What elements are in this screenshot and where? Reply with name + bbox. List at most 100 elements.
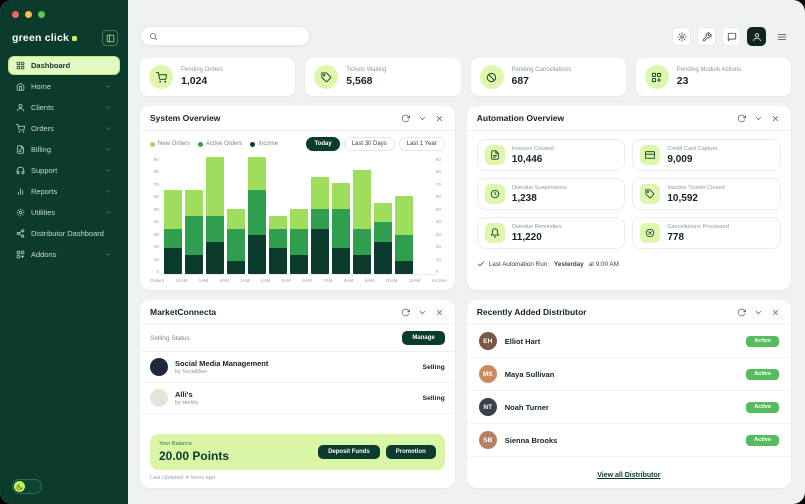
- distributor-row-noah-turner[interactable]: NT Noah Turner Active: [466, 391, 791, 424]
- messages-button[interactable]: [722, 27, 741, 46]
- settings-button[interactable]: [672, 27, 691, 46]
- brand-logo: green click: [12, 32, 78, 44]
- card-title: MarketConnecta: [150, 307, 217, 317]
- window-zoom-button[interactable]: [38, 11, 45, 18]
- legend-dot: [250, 141, 256, 147]
- chevron-down-icon: [105, 251, 112, 258]
- window-minimize-button[interactable]: [25, 11, 32, 18]
- chart-controls: New Orders Active Orders Income Today Last …: [140, 131, 455, 155]
- y-tick: 60: [153, 194, 159, 200]
- distributor-row-maya-sullivan[interactable]: MS Maya Sullivan Active: [466, 358, 791, 391]
- collapse-icon: [754, 305, 763, 320]
- marketplace-item-social-media-management[interactable]: Social Media Management by SocialBee Selli…: [140, 352, 455, 383]
- sidebar-item-home[interactable]: Home: [8, 77, 120, 96]
- filter-today[interactable]: Today: [306, 137, 340, 151]
- legend-dot: [198, 141, 204, 147]
- window-close-button[interactable]: [12, 11, 19, 18]
- filter-last-1-year[interactable]: Last 1 Year: [398, 137, 445, 151]
- tile-value: 1,238: [511, 192, 537, 204]
- collapse-button[interactable]: [754, 307, 764, 317]
- refresh-button[interactable]: [737, 113, 747, 123]
- automation-run-time: at 9:00 AM: [588, 260, 619, 268]
- close-button[interactable]: [435, 307, 445, 317]
- refresh-button[interactable]: [401, 113, 411, 123]
- collapse-button[interactable]: [418, 113, 428, 123]
- x-tick: 2AM: [219, 278, 229, 283]
- user-icon: [752, 32, 762, 42]
- automation-run-prefix: Last Automation Run:: [488, 260, 549, 268]
- dashboard-content: Pending Orders 1,024 Tickets Waiting 5,568 P…: [128, 54, 805, 504]
- stat-card-pending-orders: Pending Orders 1,024: [140, 58, 296, 96]
- legend-item-active-orders: Active Orders: [198, 141, 242, 147]
- sidebar-nav: Dashboard Home Clients Orders Billing Support…: [0, 56, 128, 264]
- bar-segment-new-orders: [248, 157, 266, 190]
- view-all-distributor-link[interactable]: View all Distributor: [597, 472, 661, 479]
- refresh-button[interactable]: [401, 307, 411, 317]
- support-icon: [16, 166, 25, 175]
- sidebar-item-reports[interactable]: Reports: [8, 182, 120, 201]
- bar-segment-new-orders: [353, 170, 371, 229]
- close-button[interactable]: [435, 113, 445, 123]
- sidebar: green click Dashboard Home Clients Orders Bi…: [0, 0, 128, 504]
- account-button[interactable]: [747, 27, 766, 46]
- sidebar-item-dashboard[interactable]: Dashboard: [8, 56, 120, 75]
- y-tick: 10: [153, 256, 159, 262]
- refresh-button[interactable]: [737, 307, 747, 317]
- tile-value: 778: [667, 231, 685, 243]
- collapse-icon: [754, 111, 763, 126]
- manage-button[interactable]: Manage: [402, 331, 445, 345]
- bar-segment-active-orders: [164, 228, 182, 248]
- automation-footer: Last Automation Run: Yesterday at 9:00 A…: [467, 253, 791, 275]
- collapse-button[interactable]: [754, 113, 764, 123]
- close-button[interactable]: [771, 113, 781, 123]
- refresh-icon: [401, 111, 411, 126]
- card-header: MarketConnecta: [140, 300, 455, 325]
- sidebar-item-billing[interactable]: Billing: [8, 140, 120, 159]
- avatar: NT: [478, 398, 497, 416]
- sidebar-item-utilities[interactable]: Utilities: [8, 203, 120, 222]
- stat-value: 687: [511, 75, 530, 87]
- distributor-icon: [16, 229, 25, 238]
- menu-button[interactable]: [772, 27, 791, 46]
- search-box: [140, 26, 310, 46]
- collapse-button[interactable]: [418, 307, 428, 317]
- chart-plot-area: [159, 157, 436, 275]
- collapse-icon: [418, 305, 427, 320]
- deposit-funds-button[interactable]: Deposit Funds: [318, 445, 380, 459]
- bar-segment-income: [164, 248, 182, 274]
- ban-icon: [479, 65, 504, 89]
- chevron-down-icon: [105, 104, 112, 111]
- sidebar-item-addons[interactable]: Addons: [8, 245, 120, 264]
- sidebar-item-support[interactable]: Support: [8, 161, 120, 180]
- x-tick: 5AM: [281, 278, 292, 283]
- sidebar-item-label: Home: [31, 82, 52, 91]
- distributor-row-sienna-brooks[interactable]: SB Sienna Brooks Active: [466, 424, 791, 457]
- bar-segment-income: [290, 254, 308, 274]
- card-header: Automation Overview: [466, 106, 791, 131]
- close-button[interactable]: [771, 307, 781, 317]
- ticket-icon: [314, 65, 339, 89]
- sidebar-collapse-button[interactable]: [102, 30, 118, 46]
- product-name: Alli's: [175, 390, 193, 399]
- sidebar-item-clients[interactable]: Clients: [8, 98, 120, 117]
- filter-last-30-days[interactable]: Last 30 Days: [343, 137, 395, 151]
- y-tick: 50: [153, 206, 159, 212]
- tools-button[interactable]: [697, 27, 716, 46]
- sidebar-item-label: Support: [31, 166, 58, 175]
- bar-segment-new-orders: [374, 202, 392, 223]
- marketplace-item-alli-s[interactable]: Alli's by Herbly Selling: [140, 383, 455, 414]
- promotion-button[interactable]: Promotion: [385, 445, 436, 459]
- sidebar-item-distributor-dashboard[interactable]: Distributor Dashboard: [8, 224, 120, 243]
- bar-segment-active-orders: [290, 228, 308, 255]
- tile-value: 9,009: [667, 153, 693, 165]
- distributor-row-elliot-hart[interactable]: EH Elliot Hart Active: [466, 325, 791, 358]
- search-input[interactable]: [163, 32, 301, 40]
- y-tick: 70: [435, 181, 441, 187]
- sidebar-item-orders[interactable]: Orders: [8, 119, 120, 138]
- theme-toggle[interactable]: [12, 479, 42, 494]
- stat-text: Pending Cancellations 687: [512, 67, 572, 87]
- gear-icon: [676, 31, 687, 42]
- bar-segment-new-orders: [332, 183, 350, 210]
- stat-label: Pending Module Actions: [676, 67, 742, 73]
- legend-label: Active Orders: [206, 141, 243, 147]
